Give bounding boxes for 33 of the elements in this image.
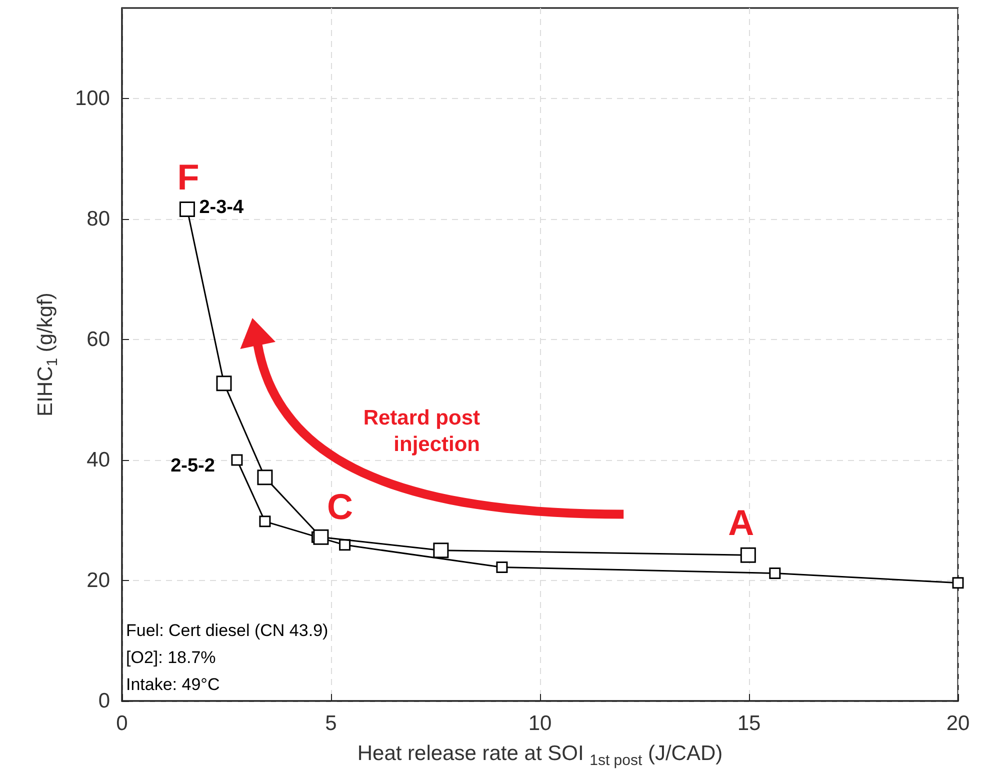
- annotation: A: [728, 502, 754, 544]
- y-tick-label: 0: [98, 690, 110, 712]
- point: [740, 547, 756, 563]
- point: [433, 542, 449, 558]
- annotation: [O2]: 18.7%: [126, 648, 216, 668]
- point: [769, 567, 781, 579]
- annotation: Retard post injection: [363, 406, 480, 456]
- y-tick-label: 80: [86, 207, 110, 230]
- annotation: F: [177, 156, 200, 198]
- annotation: 2-3-4: [199, 196, 244, 218]
- point: [952, 577, 964, 589]
- annotation: 2-5-2: [170, 455, 215, 476]
- x-tick-label: 0: [116, 712, 128, 735]
- y-tick-label: 20: [86, 568, 110, 592]
- point: [179, 202, 195, 218]
- annotation: Intake: 49°C: [126, 675, 220, 694]
- point: [496, 561, 508, 573]
- annotation: Fuel: Cert diesel (CN 43.9): [126, 621, 328, 640]
- y-tick-label: 40: [86, 448, 110, 472]
- x-tick-label: 15: [737, 712, 761, 735]
- point: [231, 454, 243, 466]
- y-tick-label: 100: [74, 86, 110, 110]
- y-axis-title: EIHC1 (g/kgf): [34, 292, 61, 416]
- point: [257, 470, 273, 486]
- point: [216, 376, 232, 392]
- y-tick-label: 60: [86, 328, 110, 351]
- point: [259, 516, 271, 528]
- x-tick-label: 20: [946, 712, 970, 735]
- x-axis-title: Heat release rate at SOI 1st post (J/CAD): [357, 742, 723, 769]
- annotation: C: [326, 486, 353, 528]
- x-tick-label: 10: [528, 712, 552, 735]
- point: [339, 539, 351, 551]
- x-tick-label: 5: [325, 712, 337, 735]
